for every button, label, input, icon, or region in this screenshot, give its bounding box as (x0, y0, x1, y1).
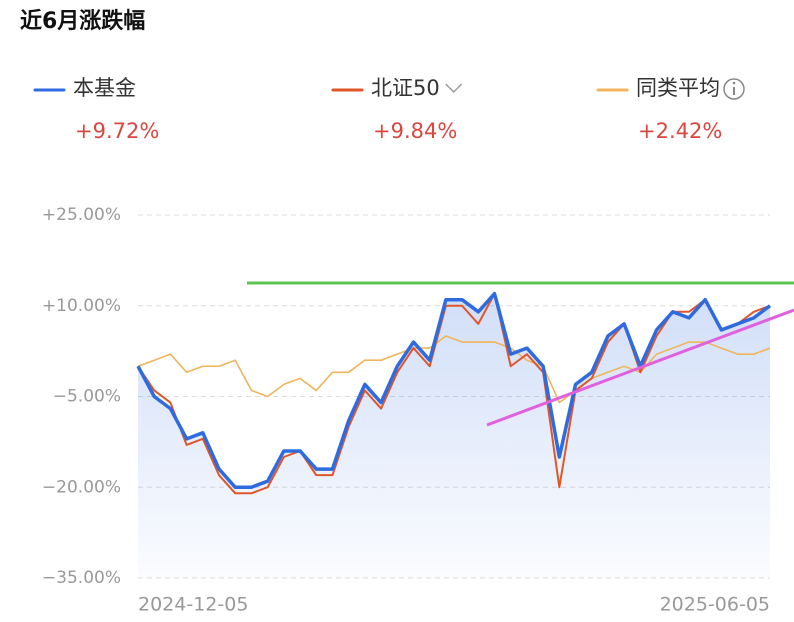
legend-change: +9.72% (75, 119, 159, 143)
legend-label: 本基金 (73, 76, 136, 100)
x-tick-label: 2025-06-05 (660, 594, 770, 616)
x-tick-label: 2024-12-05 (138, 594, 248, 616)
legend-change: +2.42% (638, 119, 722, 143)
series-line (137, 335, 771, 404)
legend: 本基金 +9.72% 北证50 +9.84% 同类平均 +2.42% (33, 76, 745, 143)
plot: +25.00% +10.00% −5.00% −20.00% −35.00% 2024-1… (42, 205, 772, 616)
y-tick-label: +10.00% (42, 296, 121, 316)
info-icon[interactable] (723, 78, 745, 100)
y-tick-label: −5.00% (53, 387, 121, 407)
series-line (137, 292, 771, 495)
info-icon-dot (732, 81, 736, 85)
annotation-trend-line (486, 308, 794, 427)
legend-change: +9.84% (373, 119, 457, 143)
area-fill (138, 293, 770, 578)
y-tick-label: +25.00% (42, 205, 121, 225)
legend-label: 同类平均 (636, 76, 720, 100)
legend-label[interactable]: 北证50 (371, 76, 440, 100)
chart-title: 近6月涨跌幅 (20, 8, 145, 34)
dropdown-icon[interactable] (445, 83, 463, 94)
y-tick-label: −35.00% (42, 568, 121, 588)
y-tick-label: −20.00% (42, 477, 121, 497)
series-line (136, 291, 772, 489)
